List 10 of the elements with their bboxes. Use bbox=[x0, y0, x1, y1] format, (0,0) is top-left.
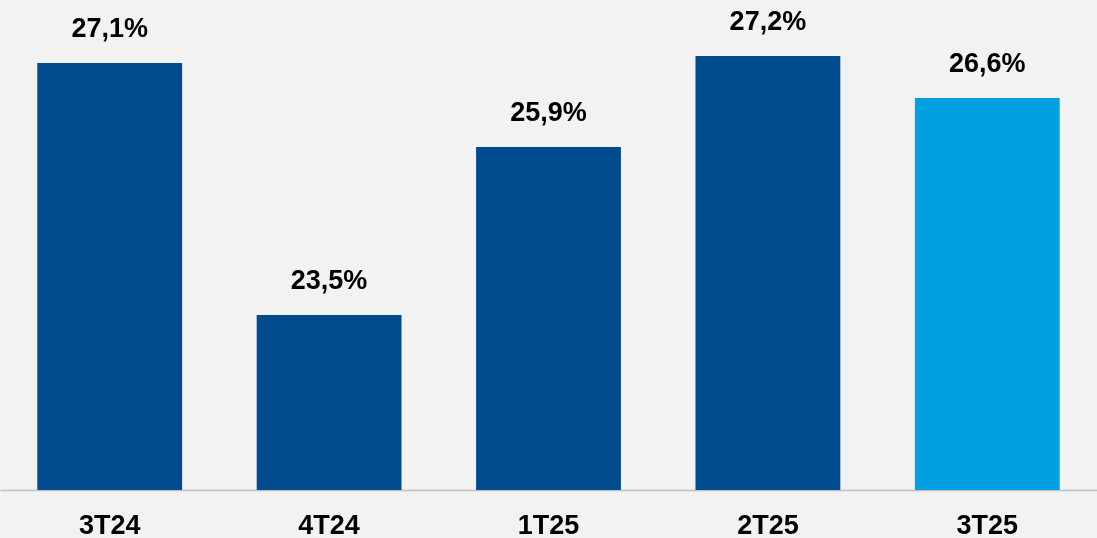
x-tick-label: 4T24 bbox=[298, 509, 360, 538]
data-label: 26,6% bbox=[949, 48, 1026, 78]
data-label: 27,1% bbox=[71, 13, 148, 43]
x-tick-label: 3T25 bbox=[956, 509, 1019, 538]
x-tick-label: 1T25 bbox=[517, 509, 580, 538]
x-tick-label: 2T25 bbox=[737, 509, 799, 538]
data-label: 27,2% bbox=[729, 6, 807, 36]
data-label: 25,9% bbox=[510, 97, 587, 127]
data-label: 23,5% bbox=[290, 265, 368, 295]
x-tick-label: 3T24 bbox=[78, 509, 141, 538]
